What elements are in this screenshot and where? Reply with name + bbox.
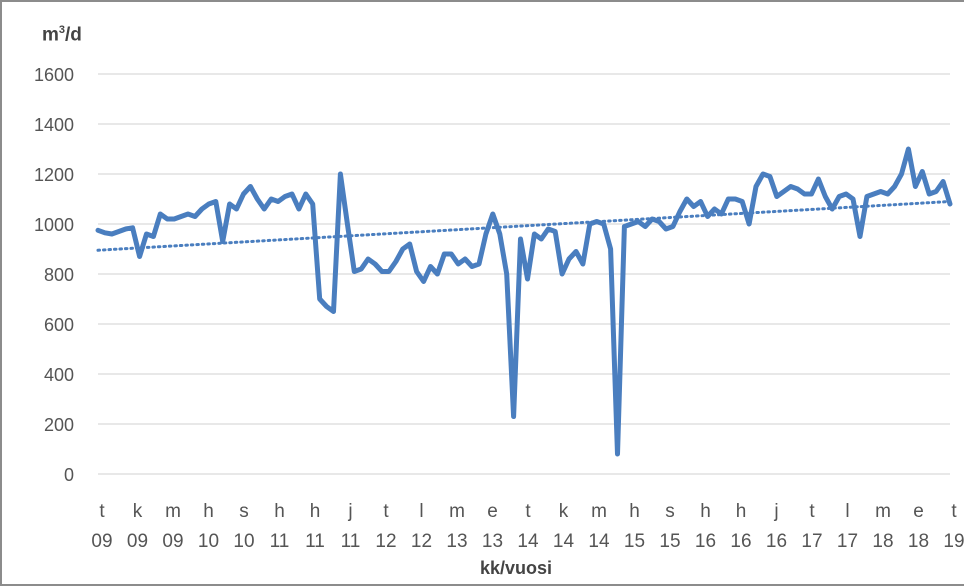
x-tick-year: 17 xyxy=(801,531,822,552)
x-tick-month: m xyxy=(875,501,891,522)
x-tick-year: 10 xyxy=(233,531,254,552)
x-tick-month: s xyxy=(239,501,249,522)
y-tick-label: 1600 xyxy=(34,65,74,85)
x-tick-month: l xyxy=(845,501,849,522)
y-tick-label: 800 xyxy=(44,265,74,285)
x-tick-year: 09 xyxy=(127,531,148,552)
x-tick-month: e xyxy=(487,501,498,522)
x-tick-month: k xyxy=(559,501,569,522)
y-axis-label: m3/d xyxy=(42,24,82,46)
y-tick-label: 1400 xyxy=(34,115,74,135)
x-tick-year: 16 xyxy=(695,531,716,552)
x-tick-year: 11 xyxy=(270,531,290,552)
y-tick-label: 600 xyxy=(44,315,74,335)
x-tick-year: 13 xyxy=(482,531,503,552)
trend-line xyxy=(96,200,952,252)
x-tick-year: 14 xyxy=(588,531,610,552)
x-tick-year: 14 xyxy=(517,531,539,552)
x-tick-year: 18 xyxy=(872,531,893,552)
x-tick-year: 09 xyxy=(91,531,112,552)
y-tick-label: 1000 xyxy=(34,215,74,235)
x-tick-month: t xyxy=(99,501,105,522)
x-tick-year: 10 xyxy=(198,531,219,552)
x-tick-year: 14 xyxy=(553,531,575,552)
x-axis-label: kk/vuosi xyxy=(480,558,553,578)
x-tick-month: t xyxy=(809,501,815,522)
x-tick-year: 18 xyxy=(908,531,929,552)
x-tick-year: 17 xyxy=(837,531,858,552)
y-tick-label: 0 xyxy=(64,465,74,485)
grid-lines xyxy=(98,73,950,475)
y-axis-ticks: 0 200 400 600 800 1000 1200 1400 1600 xyxy=(34,65,74,485)
x-tick-month: h xyxy=(700,501,711,522)
x-tick-year: 16 xyxy=(766,531,787,552)
x-tick-month: m xyxy=(449,501,465,522)
x-tick-year: 11 xyxy=(305,531,325,552)
x-tick-month: h xyxy=(310,501,321,522)
x-tick-month: l xyxy=(419,501,423,522)
x-tick-month: j xyxy=(347,501,352,522)
x-tick-year: 15 xyxy=(659,531,680,552)
x-tick-month: s xyxy=(665,501,675,522)
x-tick-year: 16 xyxy=(730,531,751,552)
y-axis-unit: m xyxy=(42,24,59,46)
y-tick-label: 1200 xyxy=(34,165,74,185)
x-tick-year: 09 xyxy=(162,531,183,552)
y-tick-label: 400 xyxy=(44,365,74,385)
y-tick-label: 200 xyxy=(44,415,74,435)
x-tick-year: 15 xyxy=(624,531,645,552)
x-tick-year: 12 xyxy=(411,531,432,552)
x-tick-month: e xyxy=(913,501,924,522)
x-tick-month: j xyxy=(773,501,778,522)
x-tick-month: t xyxy=(525,501,531,522)
x-tick-year: 13 xyxy=(446,531,467,552)
x-tick-month: h xyxy=(736,501,747,522)
x-tick-year: 19 xyxy=(943,531,964,552)
x-tick-month: k xyxy=(133,501,143,522)
series-line xyxy=(95,146,953,457)
x-tick-month: h xyxy=(629,501,640,522)
x-tick-year: 12 xyxy=(375,531,396,552)
y-axis-unit-exponent: 3 xyxy=(58,24,66,36)
x-tick-month: t xyxy=(951,501,957,522)
x-tick-month: m xyxy=(591,501,607,522)
y-axis-unit-rest: /d xyxy=(65,24,82,46)
x-tick-month: m xyxy=(165,501,181,522)
x-tick-year: 11 xyxy=(341,531,361,552)
x-tick-month: t xyxy=(383,501,389,522)
x-tick-month: h xyxy=(274,501,285,522)
x-axis-ticks: t 09 k 09 m 09 h 10 s 10 h 11 h 11 j 11 t 12 l 12 m 13 e 13 t 14 k… xyxy=(91,501,964,552)
x-tick-month: h xyxy=(203,501,214,522)
